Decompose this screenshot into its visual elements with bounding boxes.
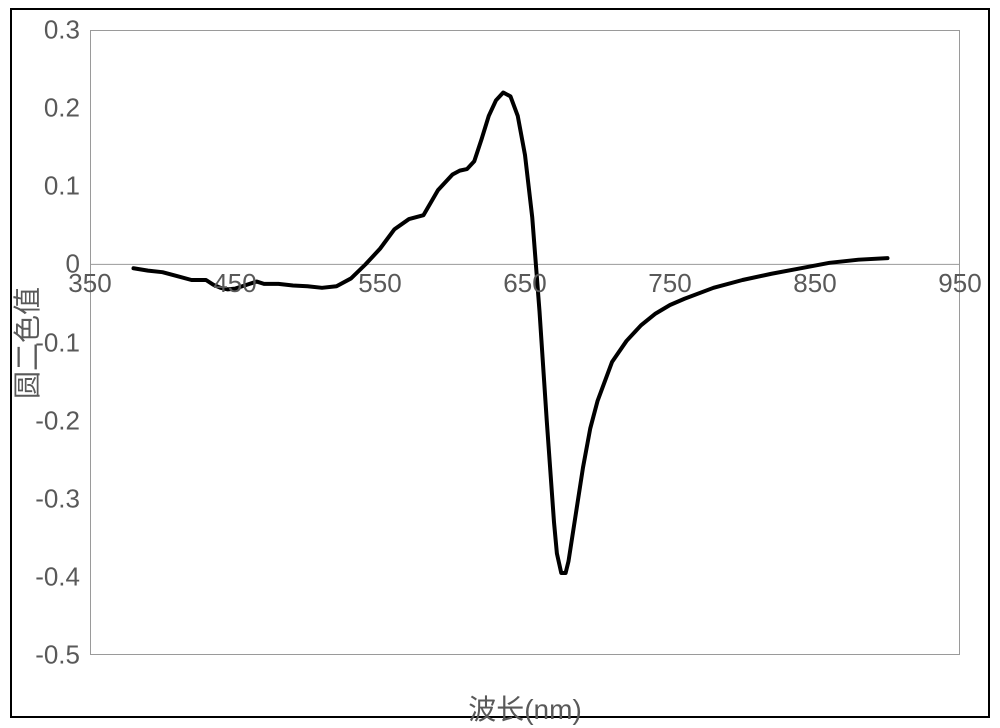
x-axis-title: 波长(nm) bbox=[468, 688, 582, 728]
chart-svg bbox=[0, 0, 1000, 726]
x-tick-label: 550 bbox=[358, 268, 401, 299]
y-axis-title: 圆二色值 bbox=[6, 287, 46, 399]
y-tick-label: 0 bbox=[66, 249, 80, 280]
x-tick-label: 750 bbox=[648, 268, 691, 299]
y-tick-label: -0.3 bbox=[35, 483, 80, 514]
y-tick-label: 0.3 bbox=[44, 15, 80, 46]
x-tick-label: 850 bbox=[793, 268, 836, 299]
y-tick-label: 0.2 bbox=[44, 93, 80, 124]
y-tick-label: -0.2 bbox=[35, 405, 80, 436]
x-tick-label: 450 bbox=[213, 268, 256, 299]
y-tick-label: -0.5 bbox=[35, 640, 80, 671]
y-tick-label: -0.4 bbox=[35, 561, 80, 592]
y-tick-label: 0.1 bbox=[44, 171, 80, 202]
cd-curve bbox=[134, 93, 888, 573]
x-tick-label: 950 bbox=[938, 268, 981, 299]
x-tick-label: 650 bbox=[503, 268, 546, 299]
